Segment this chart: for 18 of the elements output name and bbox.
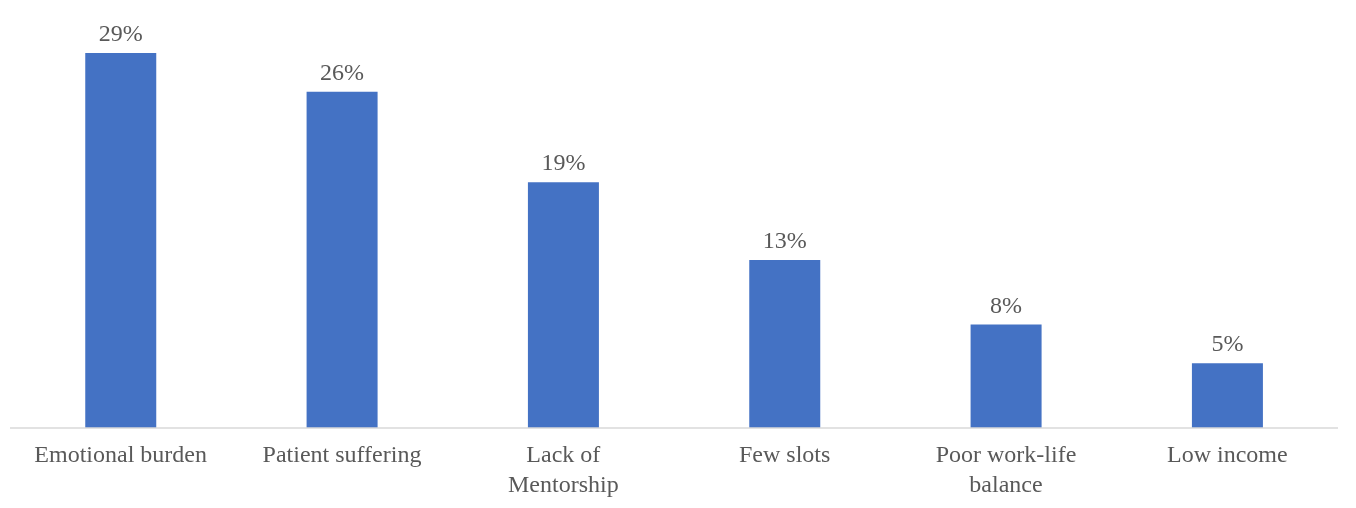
bar (970, 324, 1042, 428)
bar (1191, 363, 1263, 428)
bar (85, 53, 157, 428)
bar (749, 259, 821, 428)
data-label: 26% (320, 58, 365, 85)
x-tick-label: Low income (1167, 441, 1288, 467)
x-tick-label: Lack of Mentorship (508, 441, 619, 497)
x-tick-label: Emotional burden (34, 441, 207, 467)
x-tick-label: Few slots (738, 441, 831, 467)
data-label: 19% (541, 149, 586, 176)
bar (527, 182, 599, 428)
bar (306, 91, 378, 428)
data-label: 8% (990, 291, 1023, 318)
x-tick-label: Poor work-life balance (935, 441, 1077, 497)
x-tick-label: Patient suffering (262, 441, 422, 467)
data-label: 13% (762, 226, 807, 253)
data-label: 29% (98, 20, 143, 46)
data-label: 5% (1211, 330, 1244, 357)
